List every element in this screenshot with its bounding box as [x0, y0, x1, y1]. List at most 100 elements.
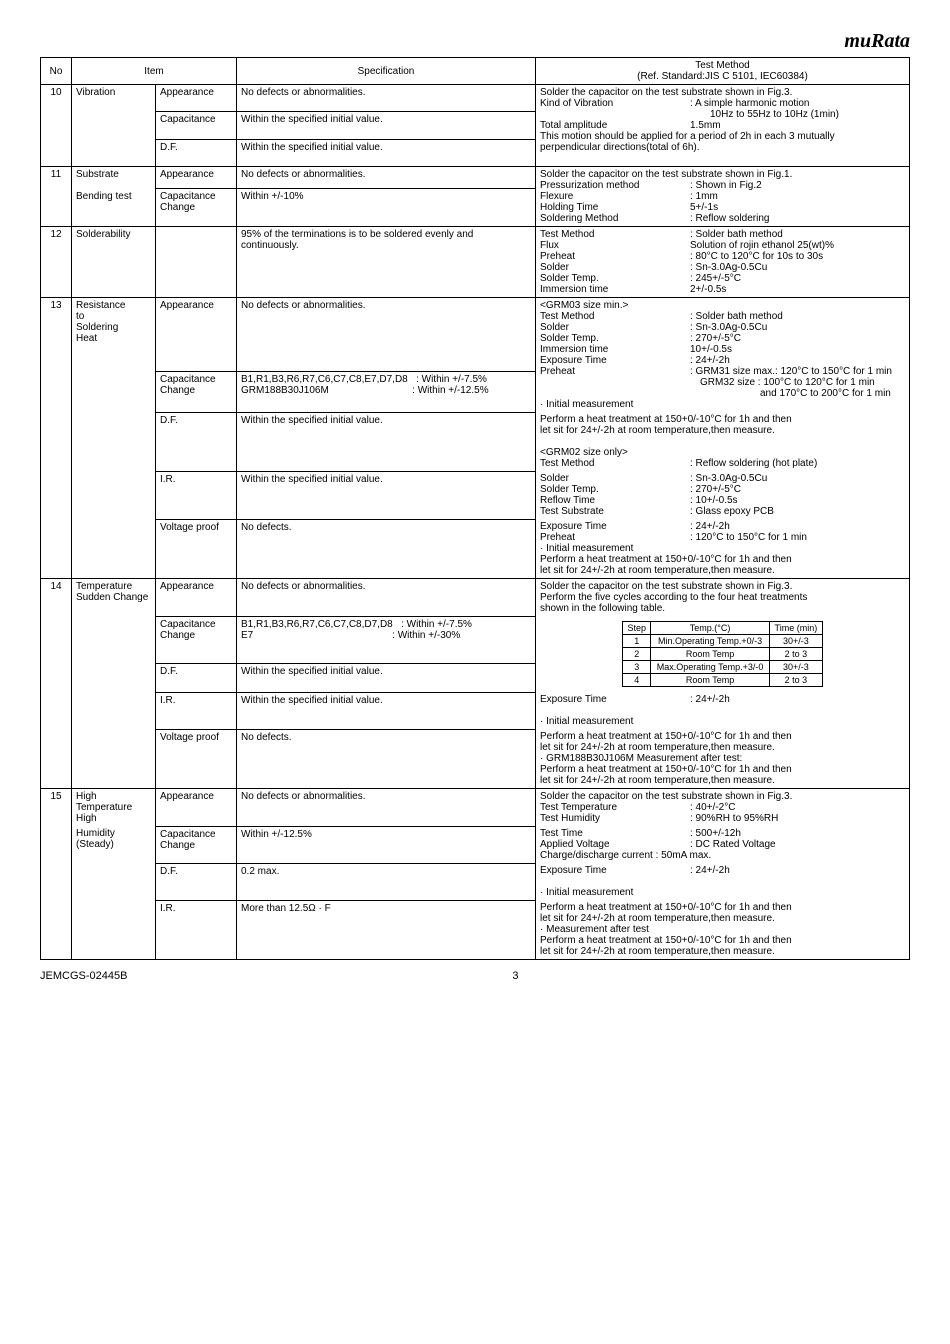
text-val: : 24+/-2h — [690, 865, 730, 876]
cell-method: Solder: Sn-3.0Ag-0.5Cu Solder Temp.: 270… — [536, 471, 910, 519]
text-key: Preheat — [540, 532, 690, 543]
text-line: High — [76, 791, 151, 802]
cell-method: Solder the capacitor on the test substra… — [536, 789, 910, 827]
cell-empty — [41, 729, 72, 789]
cell-empty — [72, 519, 156, 579]
text-val: 10+/-0.5s — [690, 344, 732, 355]
cell-attr: I.R. — [156, 471, 237, 519]
text-val: Solution of rojin ethanol 25(wt)% — [690, 240, 834, 251]
cell-spec: Within the specified initial value. — [237, 664, 536, 692]
cell-empty — [41, 471, 72, 519]
text-key: Soldering Method — [540, 213, 690, 224]
text-val: : 245+/-5°C — [690, 273, 741, 284]
cell-no-14: 14 — [41, 579, 72, 617]
header-method-sub: (Ref. Standard:JIS C 5101, IEC60384) — [637, 71, 808, 82]
text-line: 10Hz to 55Hz to 10Hz (1min) — [540, 109, 905, 120]
text-val: : Solder bath method — [690, 229, 783, 240]
text-key: Immersion time — [540, 344, 690, 355]
text-line: Perform the five cycles according to the… — [540, 592, 905, 603]
cell-item: Bending test — [72, 189, 156, 227]
cell-method: <GRM03 size min.> Test Method: Solder ba… — [536, 298, 910, 413]
cell-no-12: 12 — [41, 227, 72, 298]
text-key: Solder — [540, 322, 690, 333]
temp-cycle-table: Step Temp.(°C) Time (min) 1Min.Operating… — [622, 621, 823, 687]
text-line: GRM32 size : 100°C to 120°C for 1 min — [540, 377, 905, 388]
text-line: Solder the capacitor on the test substra… — [540, 581, 905, 592]
cell-attr — [156, 227, 237, 298]
text-val: : Reflow soldering — [690, 213, 769, 224]
cell-empty — [41, 189, 72, 227]
cell-empty — [72, 900, 156, 960]
header-item: Item — [72, 58, 237, 85]
text-line: let sit for 24+/-2h at room temperature,… — [540, 565, 905, 576]
header-no: No — [41, 58, 72, 85]
cell-empty — [72, 664, 156, 692]
text-key: Exposure Time — [540, 521, 690, 532]
footer-doc-id: JEMCGS-02445B — [40, 970, 127, 982]
text-line: Charge/discharge current : 50mA max. — [540, 850, 905, 861]
cell-spec: More than 12.5Ω · F — [237, 900, 536, 960]
cell-attr: D.F. — [156, 863, 237, 900]
text-line: let sit for 24+/-2h at room temperature,… — [540, 913, 905, 924]
cell-spec: B1,R1,B3,R6,R7,C6,C7,C8,E7,D7,D8 : Withi… — [237, 371, 536, 412]
cell-attr: Appearance — [156, 789, 237, 827]
text-key: Holding Time — [540, 202, 690, 213]
table-cell: 30+/-3 — [769, 635, 822, 648]
cell-empty — [72, 692, 156, 729]
cell-attr: Appearance — [156, 579, 237, 617]
text-key: Total amplitude — [540, 120, 690, 131]
text-line: High — [76, 813, 151, 824]
header-method: Test Method (Ref. Standard:JIS C 5101, I… — [536, 58, 910, 85]
spec-table: No Item Specification Test Method (Ref. … — [40, 57, 910, 960]
cell-empty — [41, 664, 72, 692]
cell-spec: No defects or abnormalities. — [237, 298, 536, 372]
cell-attr: Capacitance Change — [156, 371, 237, 412]
cell-item: Solderability — [72, 227, 156, 298]
cell-attr: Appearance — [156, 167, 237, 189]
text-line: <GRM02 size only> — [540, 447, 905, 458]
text-line: Capacitance — [160, 374, 216, 385]
text-val: : Sn-3.0Ag-0.5Cu — [690, 473, 767, 484]
table-cell: Room Temp — [651, 674, 770, 687]
cell-attr: Voltage proof — [156, 519, 237, 579]
text-line: let sit for 24+/-2h at room temperature,… — [540, 946, 905, 957]
text-line: Change — [160, 630, 195, 641]
cell-method-11: Solder the capacitor on the test substra… — [536, 167, 910, 227]
text-line: Temperature — [76, 802, 151, 813]
cell-attr: D.F. — [156, 412, 237, 471]
text-line: (Steady) — [76, 839, 151, 850]
text-key: Solder Temp. — [540, 484, 690, 495]
table-cell: 30+/-3 — [769, 661, 822, 674]
cell-item: Substrate — [72, 167, 156, 189]
text-key: Flux — [540, 240, 690, 251]
logo: muRata — [40, 30, 910, 53]
cell-method: Test Time: 500+/-12h Applied Voltage: DC… — [536, 826, 910, 863]
text-line: B1,R1,B3,R6,R7,C6,C7,C8,E7,D7,D8 : Withi… — [241, 374, 531, 385]
header-spec: Specification — [237, 58, 536, 85]
text-line: · Measurement after test — [540, 924, 905, 935]
text-line: Perform a heat treatment at 150+0/-10°C … — [540, 935, 905, 946]
text-val: : Shown in Fig.2 — [690, 180, 762, 191]
cell-empty — [41, 371, 72, 412]
text-val: : DC Rated Voltage — [690, 839, 776, 850]
text-key: Test Humidity — [540, 813, 690, 824]
text-key: Test Method — [540, 311, 690, 322]
cell-spec: No defects. — [237, 519, 536, 579]
text-key: Reflow Time — [540, 495, 690, 506]
cell-method: Exposure Time: 24+/-2h Preheat: 120°C to… — [536, 519, 910, 579]
cell-attr: Capacitance — [156, 112, 237, 139]
text-line: This motion should be applied for a peri… — [540, 131, 905, 142]
text-line: Perform a heat treatment at 150+0/-10°C … — [540, 414, 905, 425]
cell-attr: D.F. — [156, 139, 237, 166]
text-val: 2+/-0.5s — [690, 284, 726, 295]
cell-method: Perform a heat treatment at 150+0/-10°C … — [536, 729, 910, 789]
table-cell: Min.Operating Temp.+0/-3 — [651, 635, 770, 648]
text-line: GRM188B30J106M : Within +/-12.5% — [241, 385, 531, 396]
th-time: Time (min) — [769, 622, 822, 635]
text-val: : 24+/-2h — [690, 521, 730, 532]
text-line: · Initial measurement — [540, 887, 905, 898]
cell-attr: Appearance — [156, 85, 237, 112]
text-line: Heat — [76, 333, 151, 344]
text-val: : GRM31 size max.: 120°C to 150°C for 1 … — [690, 366, 892, 377]
text-line: · Initial measurement — [540, 716, 905, 727]
